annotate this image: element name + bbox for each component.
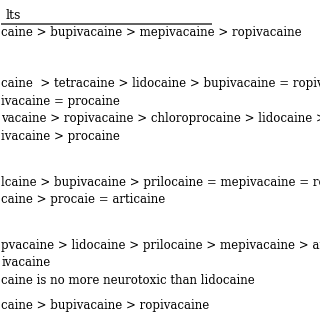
- Text: caine is no more neurotoxic than lidocaine: caine is no more neurotoxic than lidocai…: [1, 274, 255, 287]
- Text: lts: lts: [5, 9, 21, 22]
- Text: caine > bupivacaine > mepivacaine > ropivacaine: caine > bupivacaine > mepivacaine > ropi…: [1, 27, 302, 39]
- Text: ivacaine: ivacaine: [1, 256, 51, 269]
- Text: caine > bupivacaine > ropivacaine: caine > bupivacaine > ropivacaine: [1, 299, 210, 312]
- Text: caine  > tetracaine > lidocaine > bupivacaine = ropivacain: caine > tetracaine > lidocaine > bupivac…: [1, 77, 320, 90]
- Text: caine > procaie = articaine: caine > procaie = articaine: [1, 193, 166, 206]
- Text: ivacaine = procaine: ivacaine = procaine: [1, 95, 120, 108]
- Text: ivacaine > procaine: ivacaine > procaine: [1, 130, 120, 142]
- Text: vacaine > ropivacaine > chloroprocaine > lidocaine > or =: vacaine > ropivacaine > chloroprocaine >…: [1, 112, 320, 125]
- Text: lcaine > bupivacaine > prilocaine = mepivacaine = ropi: lcaine > bupivacaine > prilocaine = mepi…: [1, 176, 320, 188]
- Text: pvacaine > lidocaine > prilocaine > mepivacaine > artica: pvacaine > lidocaine > prilocaine > mepi…: [1, 239, 320, 252]
